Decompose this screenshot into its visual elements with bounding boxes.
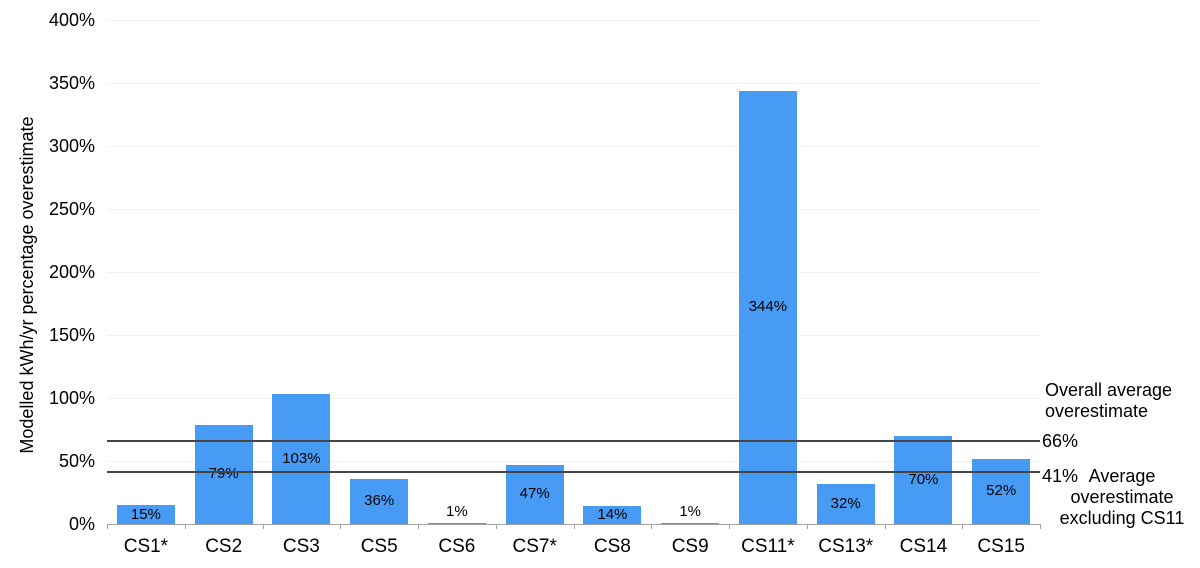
x-category-label: CS15: [977, 536, 1025, 557]
bar-value-label: 36%: [364, 492, 395, 510]
gridline: [107, 272, 1040, 273]
y-tick-label: 350%: [48, 73, 95, 93]
y-tick-label: 150%: [48, 325, 95, 345]
bar-CS13: [816, 483, 875, 524]
bar-value-label: 47%: [519, 485, 550, 503]
bar-value-label: 15%: [130, 505, 161, 523]
overall-average-value-label: 66%: [1042, 431, 1079, 451]
gridline: [107, 20, 1040, 21]
bar-value-label: 344%: [748, 298, 788, 316]
overall-average-annotation: Overall average overestimate: [1045, 380, 1173, 421]
bar-CS6: [427, 522, 486, 524]
bar-CS5: [350, 478, 409, 524]
y-tick-label: 0%: [68, 514, 95, 534]
x-axis-tick: [651, 524, 653, 529]
bar-value-label: 32%: [830, 494, 861, 512]
x-axis-tick: [884, 524, 886, 529]
x-axis-tick: [1040, 524, 1041, 529]
x-axis-tick: [573, 524, 575, 529]
x-axis-tick: [962, 524, 964, 529]
gridline: [107, 335, 1040, 336]
excluding-cs11-annotation: Average overestimate excluding CS11: [1059, 466, 1185, 528]
gridline: [107, 461, 1040, 462]
bar-value-label: 1%: [679, 502, 702, 520]
gridline: [107, 146, 1040, 147]
reference-line-66pct: [107, 439, 1040, 442]
y-tick-label: 400%: [48, 10, 95, 30]
gridline: [107, 209, 1040, 210]
x-category-label: CS2: [205, 536, 243, 557]
bar-value-label: 79%: [208, 465, 239, 483]
x-axis-tick: [262, 524, 264, 529]
y-tick-label: 50%: [58, 451, 95, 471]
x-axis-tick: [806, 524, 808, 529]
x-axis-tick: [418, 524, 419, 529]
y-tick-label: 200%: [48, 262, 95, 282]
x-axis-tick: [107, 524, 108, 529]
x-category-label: CS11*: [741, 536, 795, 557]
x-category-label: CS5: [360, 536, 398, 557]
bar-CS7: [505, 464, 564, 524]
y-tick-label: 300%: [48, 136, 95, 156]
x-category-label: CS8: [593, 536, 631, 557]
y-tick-label: 250%: [48, 199, 95, 219]
x-axis-tick: [340, 524, 342, 529]
bar-CS8: [583, 506, 642, 524]
x-axis-tick: [495, 524, 497, 529]
gridline: [107, 398, 1040, 399]
gridline: [107, 83, 1040, 84]
x-axis-tick: [729, 524, 730, 529]
bar-value-label: 1%: [446, 502, 468, 520]
x-category-label: CS9: [671, 536, 709, 557]
bar-value-label: 14%: [597, 506, 628, 524]
bar-value-label: 70%: [908, 470, 939, 488]
bar-CS14: [894, 435, 953, 524]
bar-CS9: [661, 522, 720, 524]
x-category-label: CS14: [899, 536, 948, 557]
x-category-label: CS6: [438, 536, 476, 557]
x-category-label: CS1*: [123, 536, 169, 557]
x-category-label: CS3: [282, 536, 320, 557]
x-axis-tick: [184, 524, 186, 529]
bar-value-label: 103%: [282, 450, 321, 468]
bar-CS3: [272, 394, 331, 524]
bar-value-label: 52%: [986, 482, 1017, 500]
y-tick-label: 100%: [48, 388, 95, 408]
bar-CS15: [972, 458, 1031, 524]
excluding-cs11-value-label: 41%: [1042, 466, 1079, 486]
x-category-label: CS7*: [512, 536, 557, 557]
bar-CS11: [738, 90, 797, 524]
bar-CS1: [116, 505, 175, 524]
reference-line-41pct: [107, 471, 1040, 474]
x-category-label: CS13*: [818, 536, 874, 557]
